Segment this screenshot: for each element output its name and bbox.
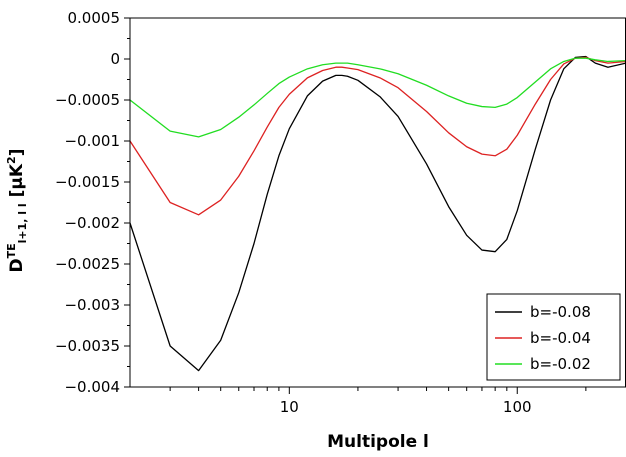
y-tick-label: 0.0005 — [68, 9, 121, 27]
series-line-3 — [129, 57, 626, 138]
legend-label: b=-0.08 — [530, 303, 591, 321]
y-tick-label: −0.004 — [64, 378, 120, 396]
y-tick-label: −0.0025 — [55, 255, 120, 273]
y-tick-label: 0 — [110, 50, 120, 68]
y-tick-label: −0.0005 — [55, 91, 120, 109]
ticks-layer: 0.0005 0 −0.0005 −0.001 −0.0015 −0.002 −0.0025… — [55, 9, 587, 416]
series-line-1 — [129, 55, 626, 372]
legend: b=-0.08 b=-0.04 b=-0.02 — [486, 293, 621, 381]
x-tick-label: 10 — [280, 398, 299, 416]
y-axis-title-unit-close: ] — [7, 149, 27, 157]
legend-label: b=-0.02 — [530, 355, 591, 373]
y-axis-title-main: D — [7, 258, 27, 272]
y-axis-title-superscript: TE — [5, 243, 18, 258]
y-axis-title-subscript: l+1, l l — [16, 203, 29, 243]
y-tick-label: −0.0015 — [55, 173, 120, 191]
series-line-2 — [129, 56, 626, 216]
y-axis-title-unit-superscript: 2 — [5, 156, 18, 164]
y-tick-label: −0.001 — [64, 132, 120, 150]
y-axis-title-unit: [μK — [7, 163, 27, 203]
series-layer — [129, 55, 626, 372]
legend-label: b=-0.04 — [530, 329, 591, 347]
y-tick-label: −0.002 — [64, 214, 120, 232]
x-tick-label: 100 — [503, 398, 532, 416]
x-axis-title: Multipole l — [327, 432, 429, 452]
legend-box — [486, 293, 621, 381]
y-tick-label: −0.003 — [64, 296, 120, 314]
y-tick-label: −0.0035 — [55, 337, 120, 355]
y-axis-title: DTEl+1, l l [μK2] — [5, 149, 29, 273]
